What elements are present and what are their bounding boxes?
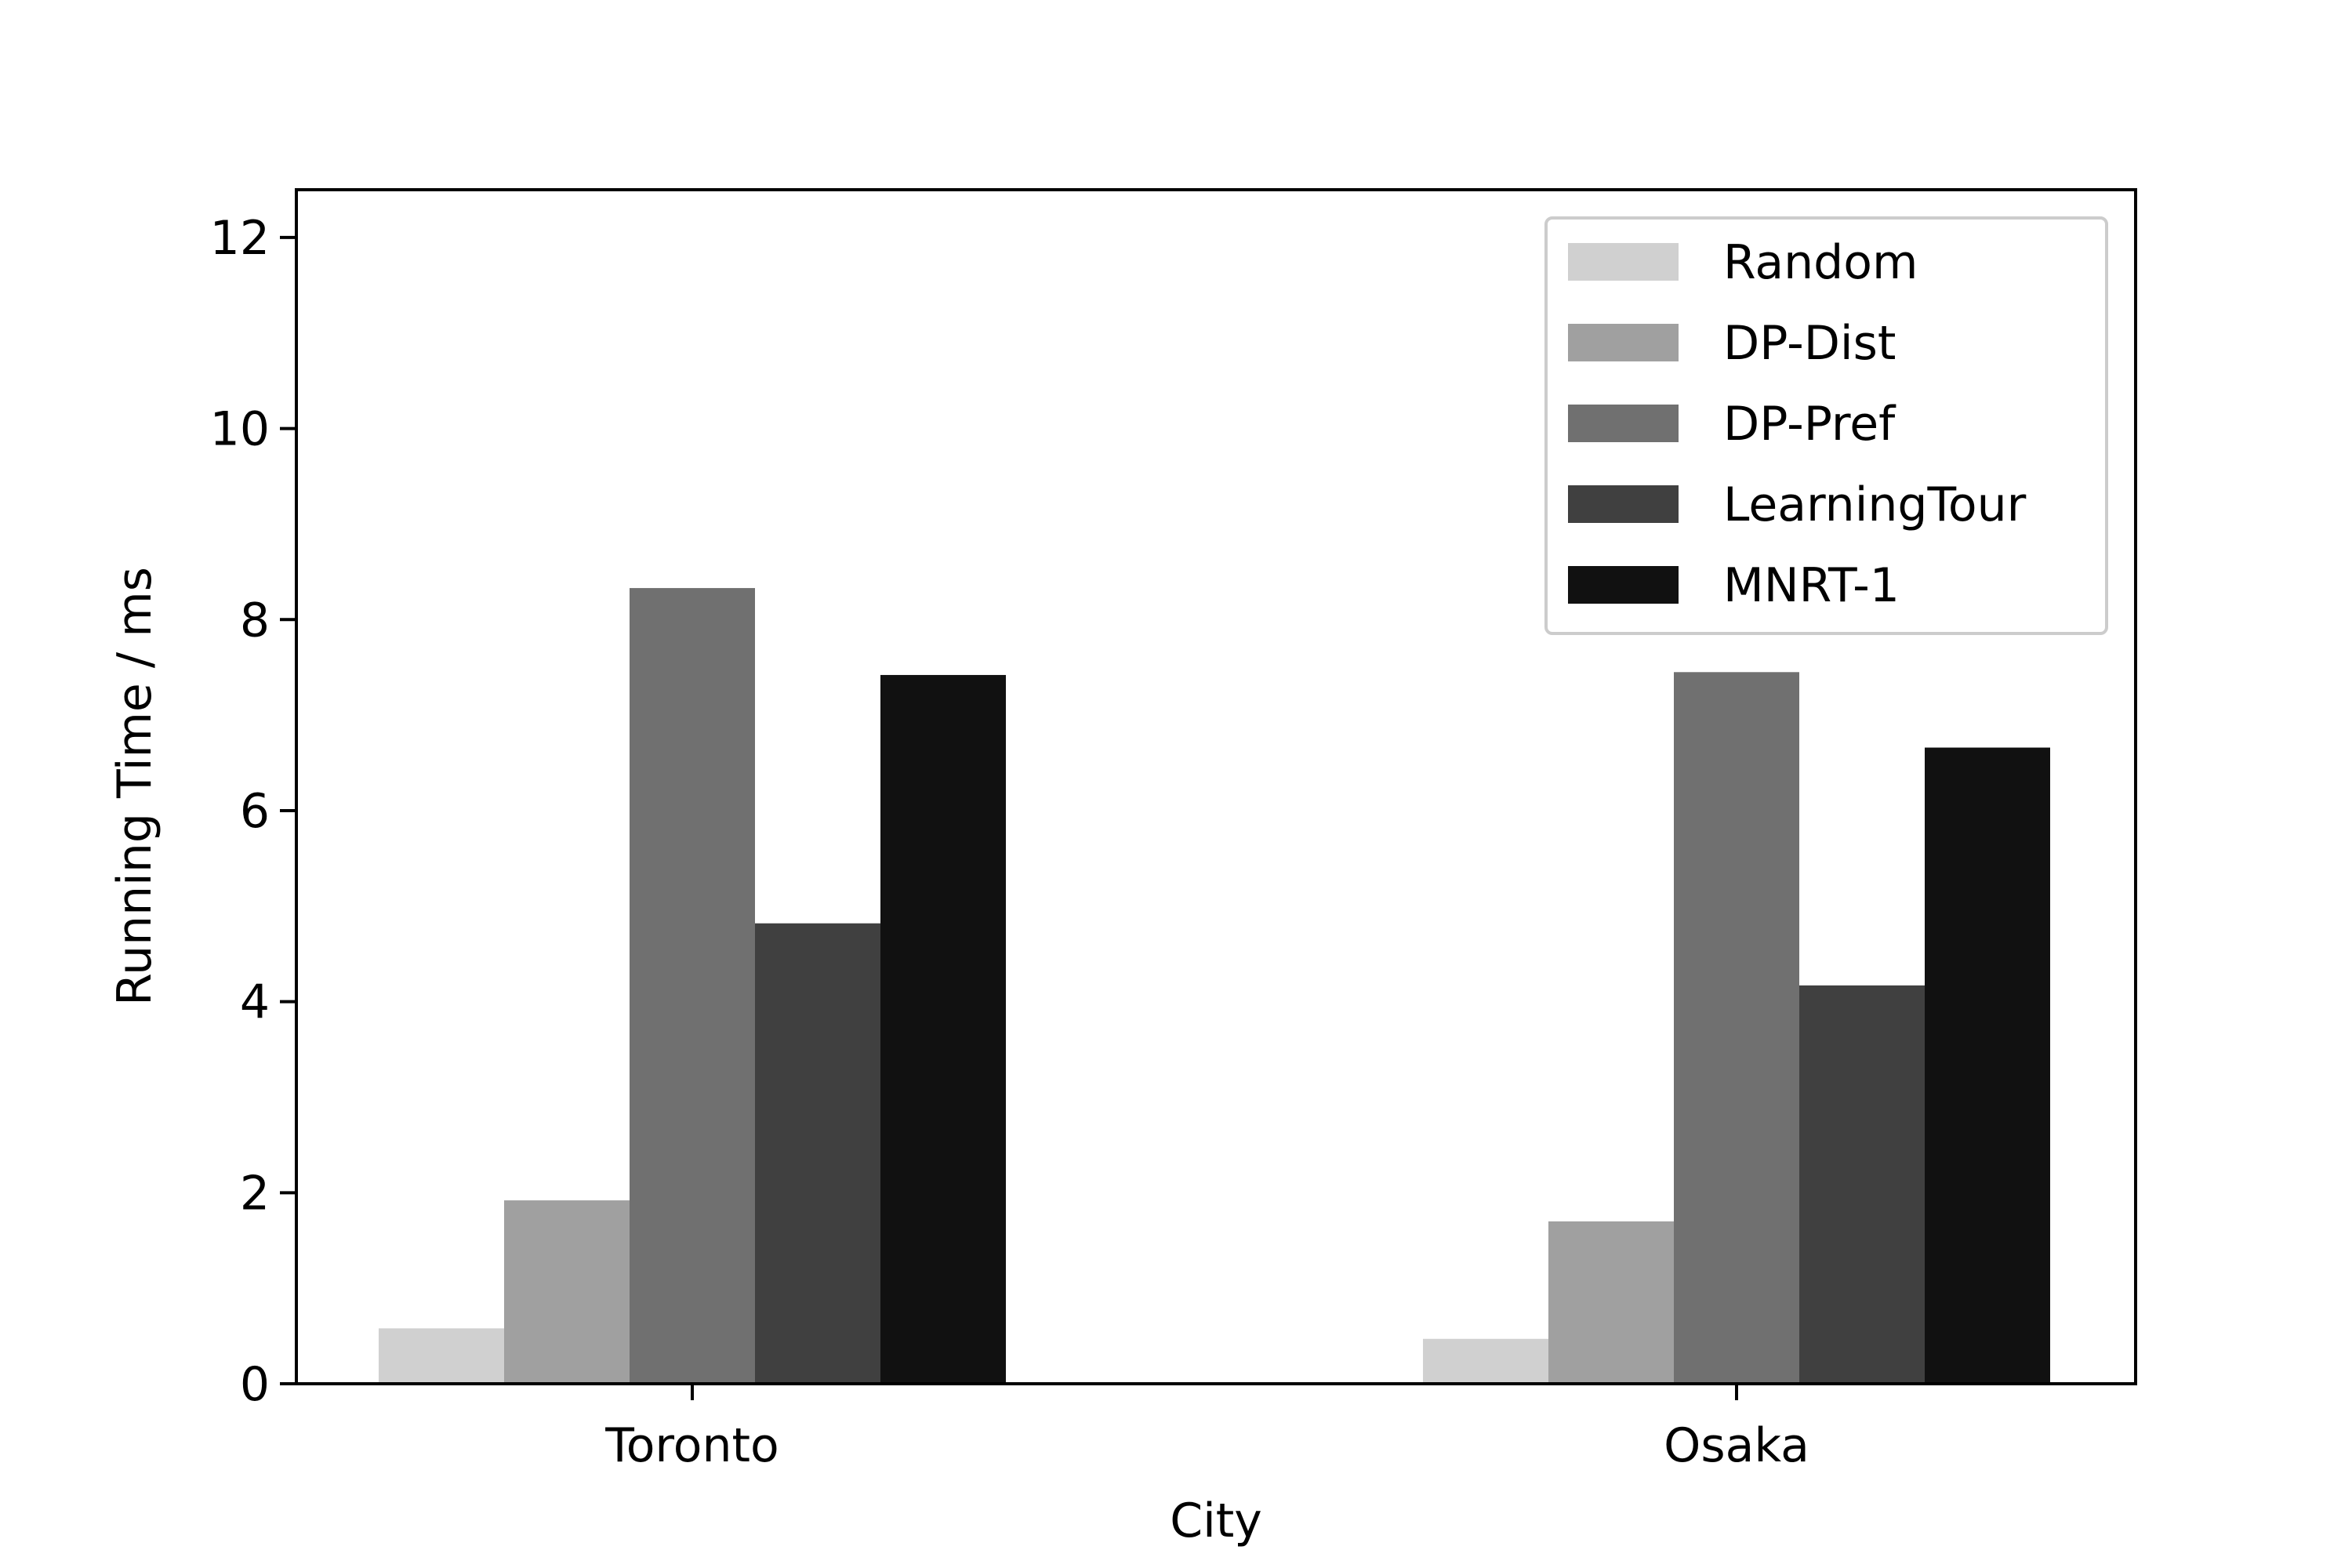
y-tick-label: 6 <box>240 784 270 839</box>
bar-dp-pref-osaka <box>1674 672 1799 1384</box>
legend-swatch <box>1568 243 1679 281</box>
plot-frame <box>295 188 2137 1385</box>
bars-group <box>379 588 2050 1384</box>
bar-mnrt-1-toronto <box>880 674 1006 1384</box>
bar-dp-pref-toronto <box>630 588 755 1384</box>
bar-random-osaka <box>1423 1338 1548 1384</box>
y-tick-label: 10 <box>210 402 270 457</box>
legend-swatch <box>1568 566 1679 604</box>
y-tick-label: 12 <box>210 211 270 266</box>
legend-box <box>1544 216 2108 635</box>
legend: Random DP-Dist DP-Pref LearningTour MNRT-1 <box>1544 216 2108 635</box>
legend-label: MNRT-1 <box>1723 558 1900 613</box>
legend-label: DP-Dist <box>1723 316 1896 371</box>
y-axis-ticks: 0 2 4 6 8 10 12 <box>210 211 296 1412</box>
x-tick-label: Toronto <box>604 1418 779 1473</box>
legend-swatch <box>1568 485 1679 523</box>
legend-swatch <box>1568 405 1679 442</box>
bar-random-toronto <box>379 1328 504 1384</box>
y-tick-label: 0 <box>240 1357 270 1412</box>
y-axis-label: Running Time / ms <box>107 567 162 1006</box>
legend-label: LearningTour <box>1723 477 2027 532</box>
bar-mnrt-1-osaka <box>1925 747 2050 1384</box>
bar-dp-dist-osaka <box>1548 1221 1674 1384</box>
legend-label: Random <box>1723 235 1918 290</box>
y-tick-label: 4 <box>240 975 270 1030</box>
x-tick-label: Osaka <box>1664 1418 1809 1473</box>
bar-dp-dist-toronto <box>504 1200 630 1384</box>
legend-swatch <box>1568 324 1679 361</box>
x-axis-label: City <box>1170 1494 1262 1548</box>
x-axis-ticks: Toronto Osaka <box>604 1384 1809 1473</box>
bar-learningtour-osaka <box>1799 985 1925 1384</box>
bar-learningtour-toronto <box>755 923 880 1384</box>
y-tick-label: 8 <box>240 593 270 648</box>
legend-label: DP-Pref <box>1723 397 1896 452</box>
y-tick-label: 2 <box>240 1166 270 1221</box>
